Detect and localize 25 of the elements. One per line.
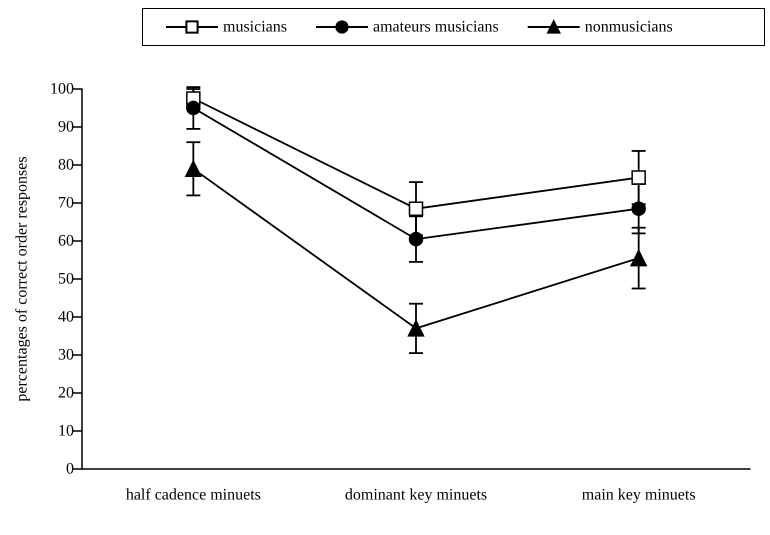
legend-label: amateurs musicians bbox=[372, 18, 499, 36]
y-tick-label: 100 bbox=[50, 80, 74, 98]
point bbox=[631, 170, 646, 185]
y-tick-label: 70 bbox=[58, 194, 74, 212]
x-tick-label: main key minuets bbox=[582, 486, 696, 504]
legend-label: nonmusicians bbox=[584, 18, 673, 36]
x-tick-label: dominant key minuets bbox=[344, 486, 488, 504]
point bbox=[631, 201, 646, 216]
y-axis-title: percentages of correct order responses bbox=[14, 156, 30, 402]
legend-label: musicians bbox=[223, 18, 287, 36]
y-tick-label: 40 bbox=[58, 308, 74, 326]
point bbox=[408, 201, 424, 216]
point bbox=[630, 250, 647, 266]
y-tick-label: 30 bbox=[58, 346, 74, 364]
point bbox=[185, 160, 202, 178]
point bbox=[186, 100, 201, 116]
y-tick-label: 50 bbox=[58, 270, 74, 288]
y-tick-label: 20 bbox=[58, 384, 74, 402]
x-tick-label: half cadence minuets bbox=[126, 486, 261, 504]
point bbox=[408, 232, 424, 246]
y-tick-label: 10 bbox=[58, 422, 74, 440]
y-tick-label: 80 bbox=[58, 156, 74, 174]
y-tick-label: 90 bbox=[58, 118, 74, 136]
point bbox=[408, 320, 424, 337]
y-tick-label: 60 bbox=[58, 232, 74, 250]
